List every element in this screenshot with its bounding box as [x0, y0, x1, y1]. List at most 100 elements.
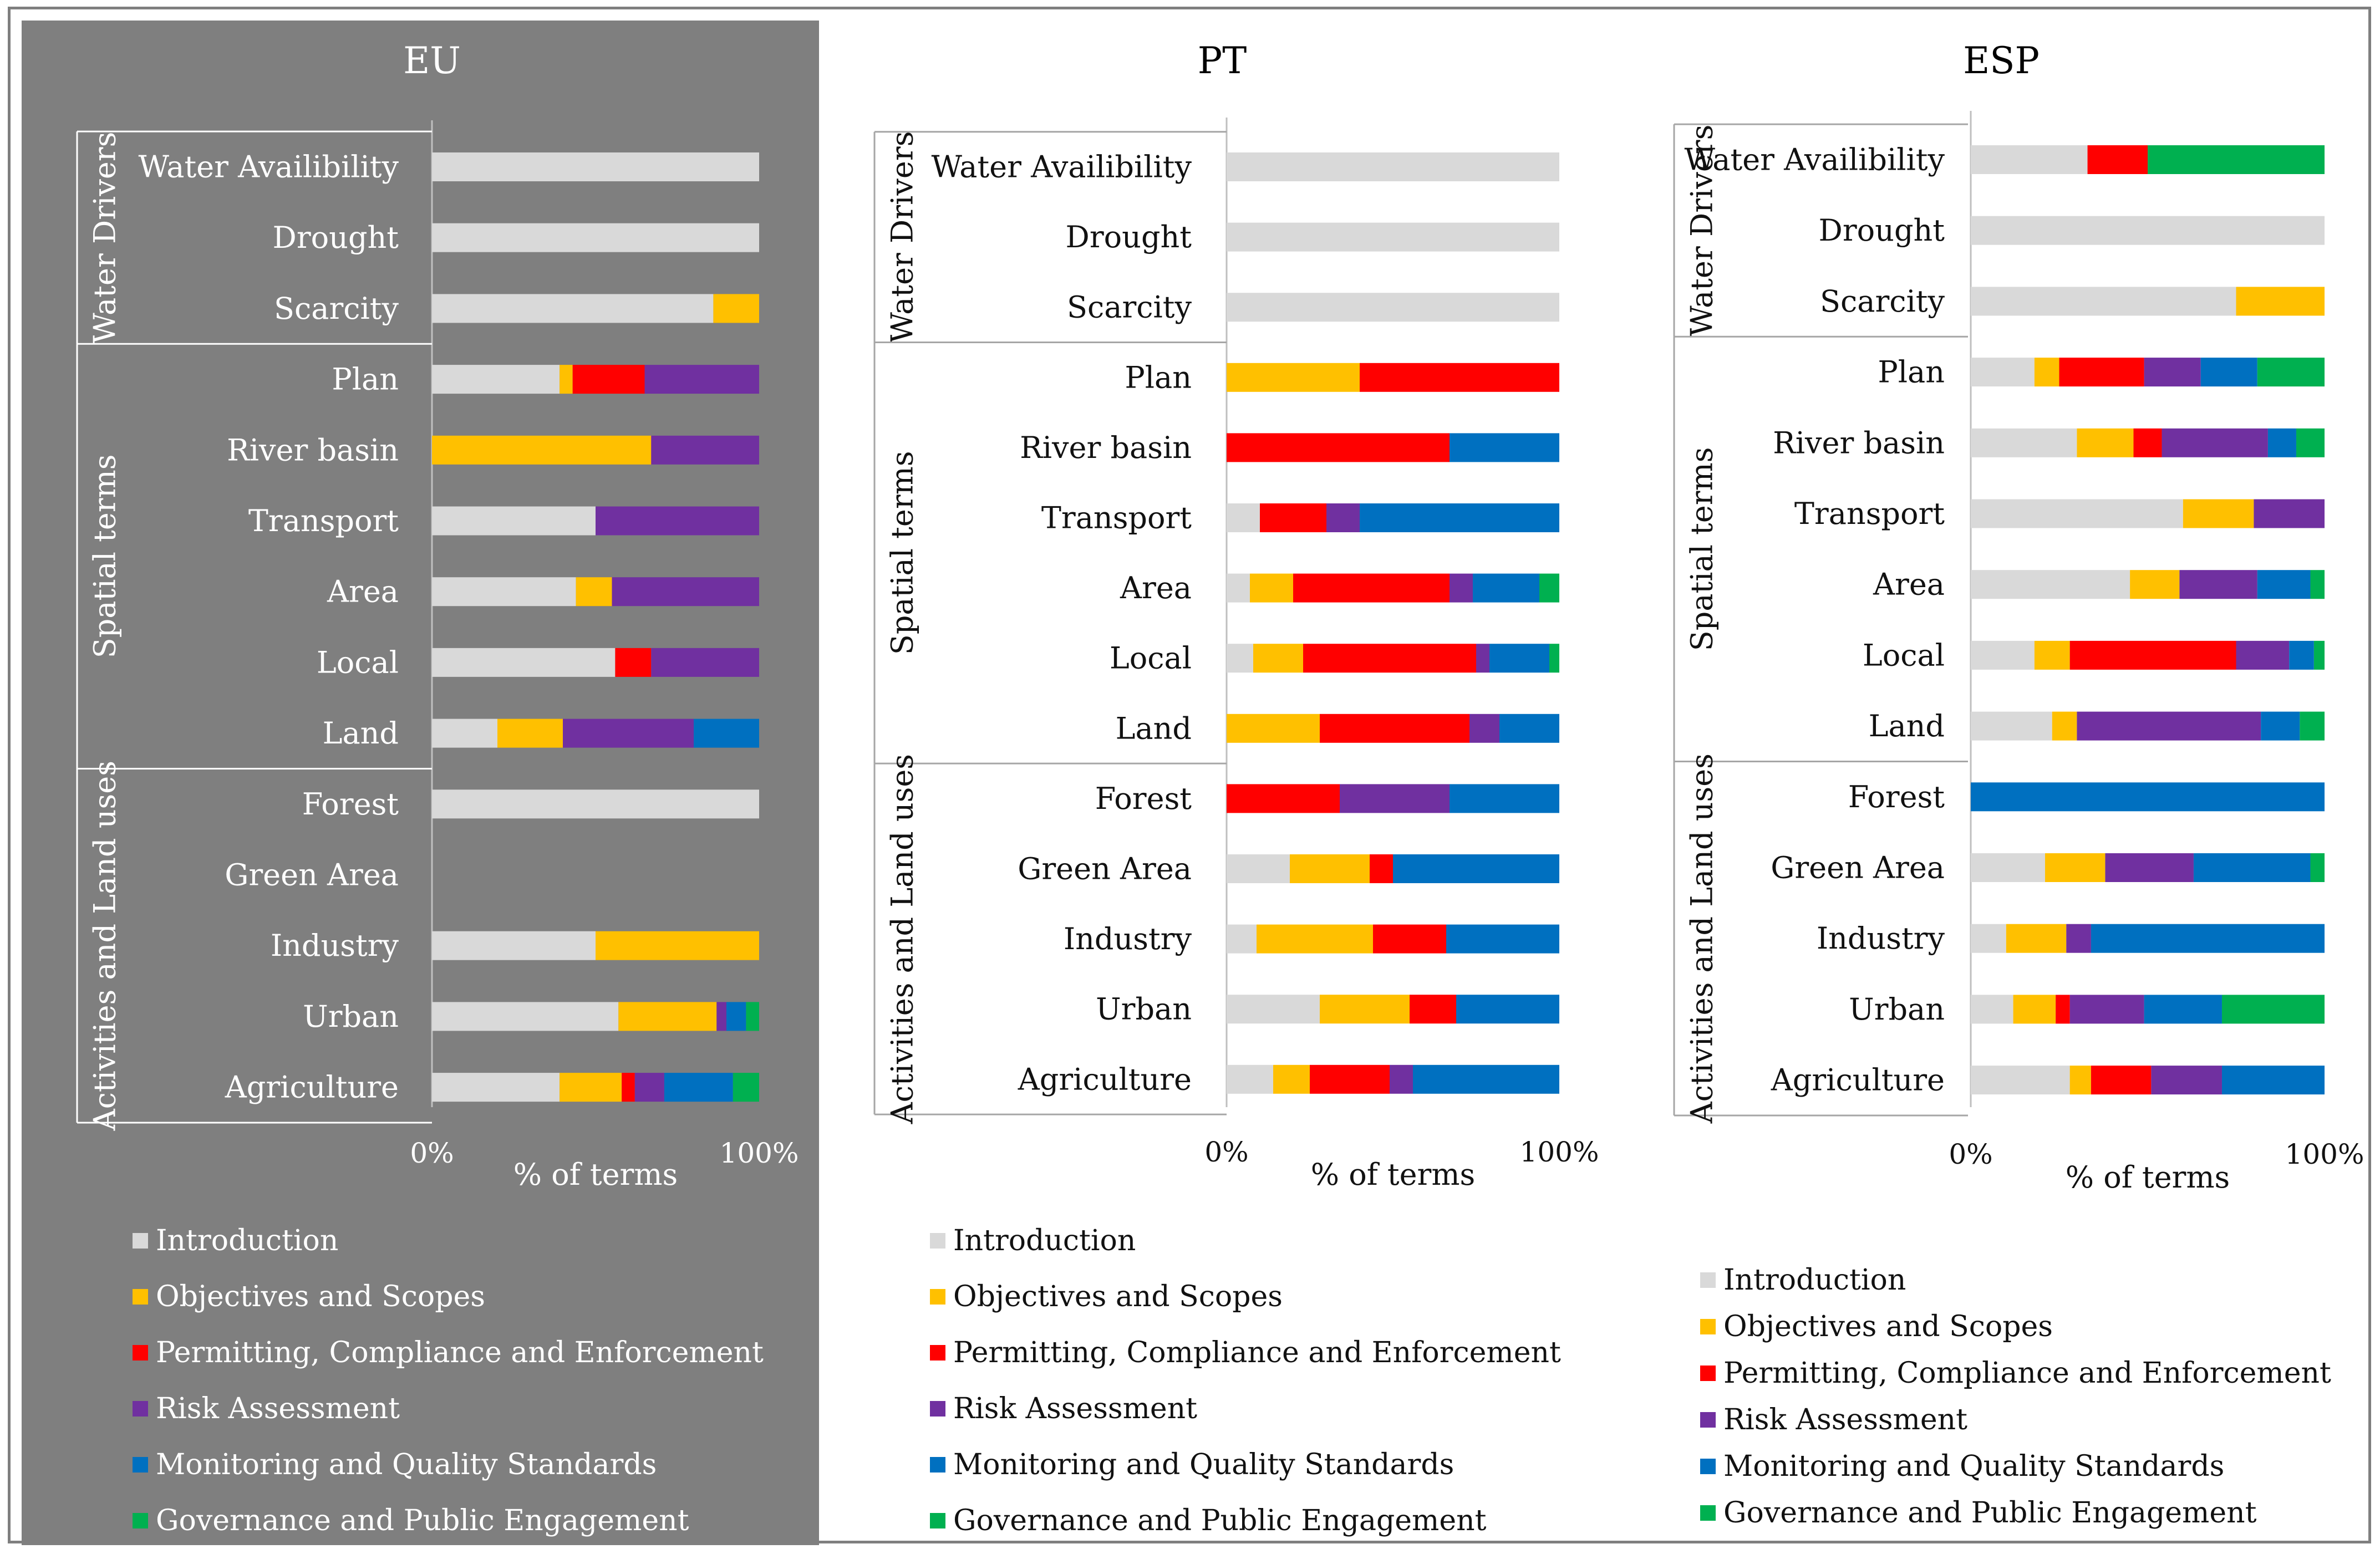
bar-scarcity-introduction — [1971, 287, 2236, 316]
chart-title: ESP — [1963, 39, 2040, 82]
category-label-local: Local — [1110, 641, 1192, 676]
bar-plan-governance-and-public-engagement — [2257, 358, 2325, 387]
legend-swatch-introduction — [133, 1232, 148, 1249]
category-label-transport: Transport — [1041, 501, 1192, 536]
bar-urban-permitting-compliance-and-enforcement — [1410, 995, 1456, 1024]
bar-land-introduction — [1971, 711, 2052, 741]
category-label-drought: Drought — [1066, 220, 1192, 254]
bar-transport-introduction — [1227, 503, 1260, 532]
bar-river-basin-monitoring-and-quality-standards — [2267, 428, 2296, 457]
legend-item-governance-and-public-engagement: Governance and Public Engagement — [133, 1492, 764, 1548]
bar-local-risk-assessment — [2236, 640, 2290, 670]
category-label-forest: Forest — [1095, 781, 1192, 816]
legend-label: Governance and Public Engagement — [953, 1504, 1487, 1537]
category-label-scarcity: Scarcity — [274, 291, 399, 326]
bar-land-permitting-compliance-and-enforcement — [1320, 714, 1469, 743]
group-label-activities-and-land-uses: Activities and Land uses — [885, 754, 920, 1124]
legend-esp: Introduction Objectives and Scopes Permitt… — [1700, 1257, 2331, 1536]
x-tick-0: 0% — [1204, 1136, 1248, 1168]
bar-agriculture-permitting-compliance-and-enforcement — [622, 1073, 635, 1102]
legend-swatch-monitoring-and-quality-standards — [133, 1456, 148, 1473]
category-label-industry: Industry — [271, 928, 399, 963]
bar-local-permitting-compliance-and-enforcement — [1303, 644, 1476, 673]
legend-item-objectives-and-scopes: Objectives and Scopes — [930, 1268, 1561, 1324]
legend-label: Objectives and Scopes — [953, 1280, 1283, 1313]
x-tick-0: 0% — [410, 1137, 454, 1169]
bar-industry-objectives-and-scopes — [2006, 924, 2067, 953]
chart-esp: ESP Water Drivers Spatial terms Activities … — [1673, 39, 2364, 1195]
bar-agriculture-monitoring-and-quality-standards — [1413, 1064, 1559, 1094]
bar-water-availibility-introduction — [1971, 145, 2088, 174]
bar-green-area-risk-assessment — [2105, 853, 2194, 882]
bar-area-risk-assessment — [612, 577, 759, 607]
legend-item-monitoring-and-quality-standards: Monitoring and Quality Standards — [1700, 1443, 2331, 1490]
bar-local-monitoring-and-quality-standards — [2289, 640, 2314, 670]
category-label-forest: Forest — [1848, 779, 1945, 814]
bar-agriculture-monitoring-and-quality-standards — [664, 1073, 733, 1102]
category-label-land: Land — [1116, 711, 1192, 746]
category-label-agriculture: Agriculture — [1018, 1062, 1192, 1097]
bar-plan-permitting-compliance-and-enforcement — [2059, 358, 2144, 387]
bar-water-availibility-introduction — [1227, 152, 1559, 181]
bar-agriculture-risk-assessment — [1390, 1064, 1413, 1094]
bar-green-area-introduction — [1971, 853, 2045, 882]
bar-river-basin-governance-and-public-engagement — [2296, 428, 2325, 457]
bar-agriculture-permitting-compliance-and-enforcement — [1310, 1064, 1390, 1094]
bar-industry-monitoring-and-quality-standards — [1446, 924, 1559, 954]
legend-item-risk-assessment: Risk Assessment — [930, 1380, 1561, 1436]
bar-local-objectives-and-scopes — [1253, 644, 1303, 673]
bar-area-objectives-and-scopes — [2130, 570, 2180, 599]
category-label-area: Area — [1120, 570, 1192, 605]
legend-swatch-objectives-and-scopes — [930, 1288, 945, 1305]
legend-label: Monitoring and Quality Standards — [1723, 1450, 2225, 1483]
panel-esp: ESP Water Drivers Spatial terms Activities … — [1613, 21, 2378, 1545]
bar-drought-introduction — [1227, 222, 1559, 252]
category-label-land: Land — [323, 716, 399, 751]
chart-pt: PT Water Drivers Spatial terms Activities a… — [873, 39, 1599, 1192]
bar-local-objectives-and-scopes — [2034, 640, 2070, 670]
bar-plan-permitting-compliance-and-enforcement — [1360, 363, 1559, 392]
bar-agriculture-objectives-and-scopes — [1273, 1064, 1310, 1094]
bar-land-monitoring-and-quality-standards — [1499, 714, 1559, 743]
legend-label: Introduction — [156, 1224, 339, 1257]
legend-item-objectives-and-scopes: Objectives and Scopes — [1700, 1303, 2331, 1350]
bar-river-basin-objectives-and-scopes — [2077, 428, 2134, 457]
bar-area-risk-assessment — [2179, 570, 2257, 599]
bar-industry-monitoring-and-quality-standards — [2091, 924, 2325, 953]
bar-green-area-objectives-and-scopes — [2045, 853, 2106, 882]
group-label-spatial-terms: Spatial terms — [885, 451, 920, 655]
legend-swatch-permitting-compliance-and-enforcement — [1700, 1366, 1716, 1381]
category-label-water-availibility: Water Availibility — [1684, 142, 1945, 177]
bar-agriculture-monitoring-and-quality-standards — [2221, 1066, 2325, 1095]
bar-transport-introduction — [1971, 499, 2183, 528]
bar-land-objectives-and-scopes — [2052, 711, 2077, 741]
bar-industry-objectives-and-scopes — [1257, 924, 1373, 954]
bar-land-risk-assessment — [1469, 714, 1499, 743]
category-label-scarcity: Scarcity — [1067, 290, 1192, 325]
chart-eu: EU Water Drivers Spatial terms Activities a… — [76, 39, 799, 1192]
legend-swatch-governance-and-public-engagement — [1700, 1505, 1716, 1521]
bar-urban-objectives-and-scopes — [2013, 995, 2056, 1024]
category-label-area: Area — [327, 574, 399, 609]
legend-swatch-risk-assessment — [133, 1400, 148, 1417]
legend-label: Objectives and Scopes — [1723, 1310, 2053, 1343]
bar-plan-risk-assessment — [2144, 358, 2201, 387]
legend-swatch-objectives-and-scopes — [133, 1288, 148, 1305]
bar-water-availibility-permitting-compliance-and-enforcement — [2087, 145, 2148, 174]
category-label-urban: Urban — [1849, 992, 1945, 1027]
category-label-industry: Industry — [1817, 921, 1945, 956]
bar-green-area-objectives-and-scopes — [1290, 854, 1370, 883]
bar-land-monitoring-and-quality-standards — [694, 719, 759, 748]
legend-item-governance-and-public-engagement: Governance and Public Engagement — [1700, 1490, 2331, 1536]
bar-area-permitting-compliance-and-enforcement — [1293, 573, 1450, 603]
bar-land-governance-and-public-engagement — [2300, 711, 2325, 741]
bar-agriculture-introduction — [1227, 1064, 1273, 1094]
bar-river-basin-permitting-compliance-and-enforcement — [1227, 433, 1450, 462]
legend-label: Permitting, Compliance and Enforcement — [953, 1336, 1561, 1369]
group-label-water-drivers: Water Drivers — [885, 131, 920, 343]
bar-agriculture-objectives-and-scopes — [2069, 1066, 2091, 1095]
legend-label: Permitting, Compliance and Enforcement — [1723, 1357, 2331, 1390]
bar-land-introduction — [432, 719, 497, 748]
bar-agriculture-governance-and-public-engagement — [733, 1073, 759, 1102]
legend-label: Governance and Public Engagement — [1723, 1496, 2257, 1530]
